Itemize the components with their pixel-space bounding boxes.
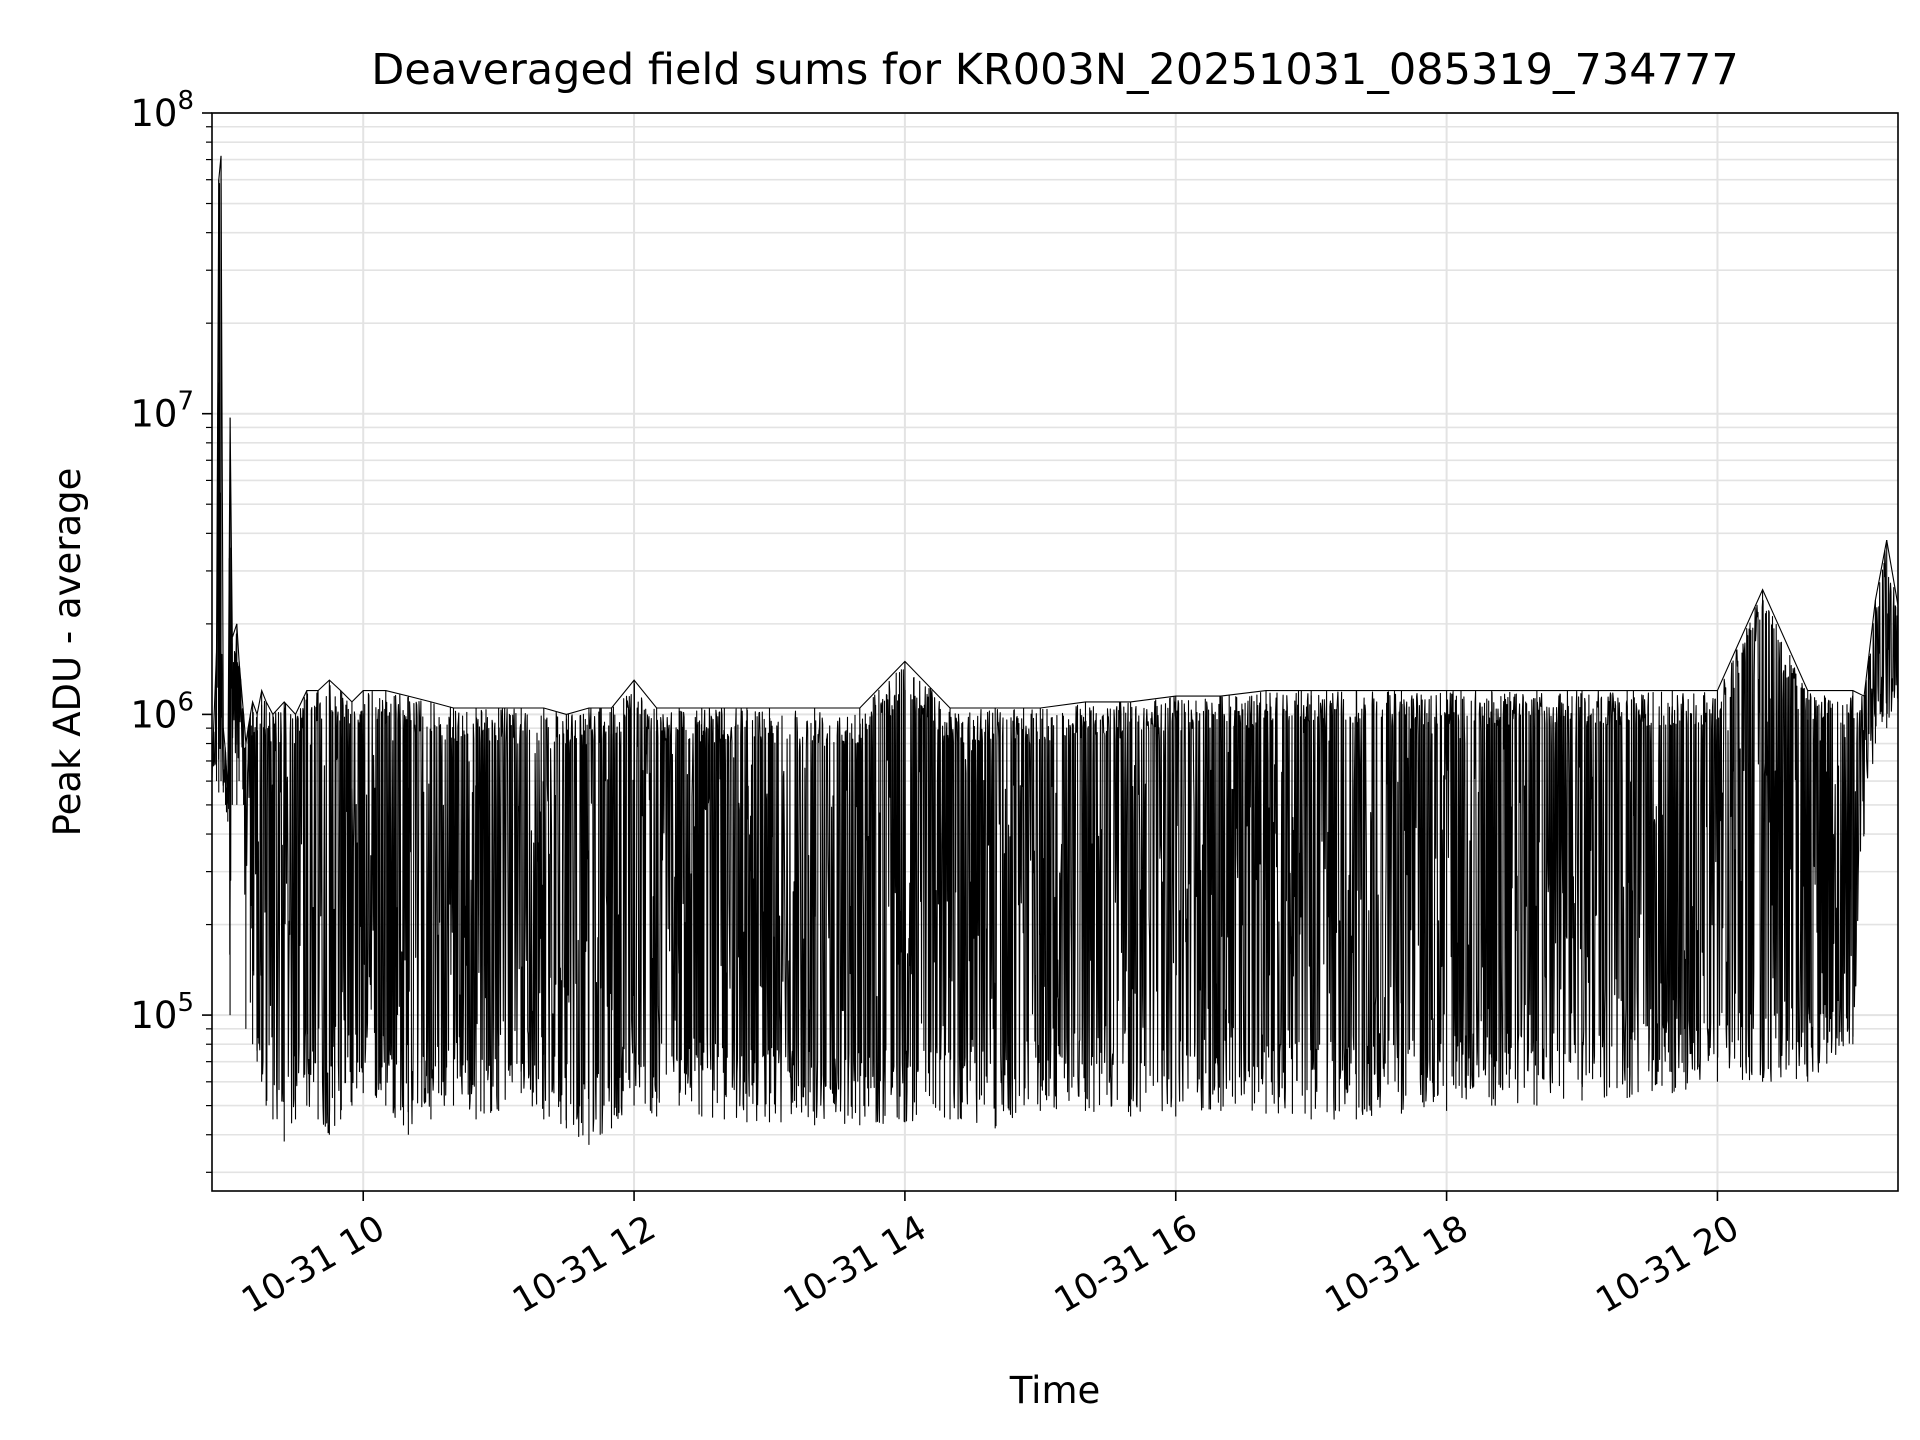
y-tick-label: 106 [130,687,194,736]
series-line [211,183,1899,1138]
y-axis-label: Peak ADU - average [46,468,89,837]
data-line [211,155,1899,1145]
y-tick-label: 105 [130,988,194,1037]
plot-frame [211,112,1899,1192]
y-tick-label: 107 [130,387,194,436]
chart-title: Deaveraged field sums for KR003N_2025103… [371,45,1738,95]
series-peak-envelope [211,155,1899,793]
x-axis-label: Time [1009,1369,1101,1412]
y-tick-label: 108 [130,86,194,135]
y-axis-ticks: 105 106 107 108 [130,86,212,1173]
